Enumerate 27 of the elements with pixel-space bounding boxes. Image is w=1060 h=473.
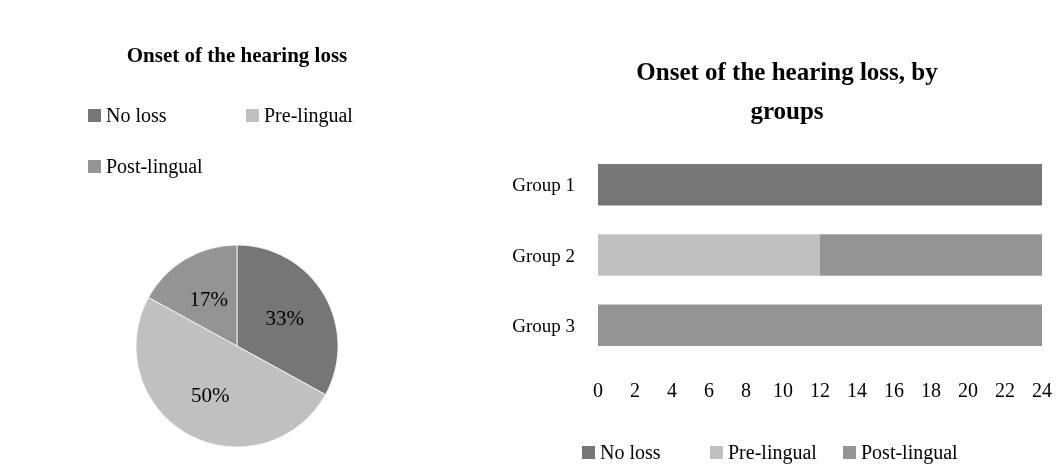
y-tick-label: Group 1 <box>512 174 575 196</box>
legend-label: Pre-lingual <box>264 104 354 127</box>
x-tick-label: 12 <box>810 379 830 401</box>
x-tick-label: 24 <box>1032 379 1052 401</box>
chart-title: Onset of the hearing loss <box>126 43 348 67</box>
x-tick-label: 0 <box>593 379 603 401</box>
data-label: 33% <box>265 306 305 331</box>
x-tick-label: 8 <box>741 379 751 401</box>
x-tick-label: 14 <box>847 379 867 401</box>
data-label: 50% <box>190 383 230 408</box>
legend-label: No loss <box>106 104 167 126</box>
x-tick-label: 16 <box>884 379 904 401</box>
legend-label: Post-lingual <box>106 155 204 178</box>
x-tick-label: 10 <box>773 379 793 401</box>
legend-label: No loss <box>600 441 661 463</box>
chart-title: Onset of the hearing loss, by groups <box>636 58 939 124</box>
x-tick-label: 22 <box>995 379 1015 401</box>
y-tick-label: Group 3 <box>512 314 575 336</box>
y-tick-label: Group 2 <box>512 244 575 266</box>
x-tick-label: 18 <box>921 379 941 401</box>
x-tick-label: 20 <box>958 379 978 401</box>
x-tick-label: 6 <box>704 379 714 401</box>
x-tick-label: 2 <box>630 379 640 401</box>
legend-label: Pre-lingual <box>728 441 818 464</box>
x-tick-label: 4 <box>667 379 677 401</box>
legend-label: Post-lingual <box>861 441 959 464</box>
data-label: 17% <box>189 286 228 311</box>
